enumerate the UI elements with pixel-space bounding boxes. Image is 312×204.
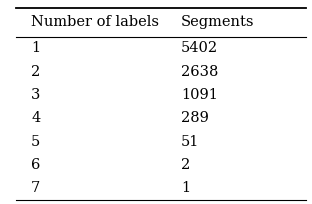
Text: Segments: Segments: [181, 16, 255, 29]
Text: 5402: 5402: [181, 41, 218, 55]
Text: 3: 3: [31, 88, 41, 102]
Text: 4: 4: [31, 111, 41, 125]
Text: 1091: 1091: [181, 88, 218, 102]
Text: 2: 2: [31, 65, 41, 79]
Text: 7: 7: [31, 181, 41, 195]
Text: Number of labels: Number of labels: [31, 16, 159, 29]
Text: 5: 5: [31, 135, 41, 149]
Text: 51: 51: [181, 135, 199, 149]
Text: 1: 1: [181, 181, 190, 195]
Text: 6: 6: [31, 158, 41, 172]
Text: 2: 2: [181, 158, 190, 172]
Text: 2638: 2638: [181, 65, 218, 79]
Text: 289: 289: [181, 111, 209, 125]
Text: 1: 1: [31, 41, 40, 55]
